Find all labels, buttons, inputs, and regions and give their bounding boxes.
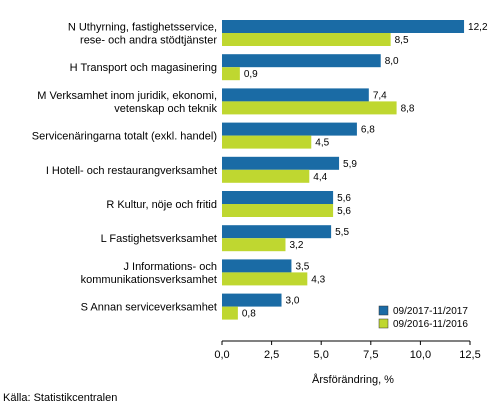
x-axis-title: Årsförändring, % — [312, 373, 394, 386]
x-tick-label: 7,5 — [363, 349, 378, 361]
legend-label: 09/2016-11/2016 — [393, 319, 468, 330]
bar-current — [222, 225, 332, 239]
category-labels: N Uthyrning, fastighetsservice, rese- och… — [32, 22, 218, 314]
bar-previous — [222, 101, 397, 115]
data-label: 5,6 — [337, 193, 351, 204]
category-label: R Kultur, nöje och fritid — [106, 199, 217, 211]
bar-previous — [222, 204, 334, 217]
category-label: L Fastighetsverksamhet — [101, 233, 217, 245]
data-label: 4,3 — [311, 274, 325, 285]
bar-previous — [222, 33, 391, 46]
x-axis: 0,0 2,5 5,0 7,5 10,0 12,5 — [214, 340, 481, 361]
data-label: 7,4 — [373, 90, 387, 101]
x-tick-label: 0,0 — [214, 349, 229, 361]
x-tick-label: 2,5 — [264, 349, 279, 361]
category-label: Servicenäringarna totalt (exkl. handel) — [32, 131, 217, 143]
data-label: 3,5 — [295, 261, 309, 272]
data-label: 5,9 — [343, 159, 357, 170]
data-label: 4,5 — [315, 138, 329, 149]
data-label: 8,5 — [395, 35, 409, 46]
x-tick-label: 12,5 — [459, 349, 480, 361]
x-tick-label: 10,0 — [410, 349, 431, 361]
legend: 09/2017-11/2017 09/2016-11/2016 — [378, 305, 468, 330]
data-label: 5,6 — [337, 206, 351, 217]
bar-current — [222, 293, 282, 307]
bar-current — [222, 259, 292, 273]
bar-previous — [222, 272, 308, 286]
legend-swatch — [378, 318, 389, 329]
bar-current — [222, 191, 334, 204]
category-label: H Transport och magasinering — [70, 62, 217, 74]
data-label: 6,8 — [361, 125, 375, 136]
category-label: J Informations- och kommunikationsverksam… — [81, 261, 217, 286]
x-tick-label: 5,0 — [314, 349, 329, 361]
source-note: Källa: Statistikcentralen — [3, 392, 118, 404]
bar-previous — [222, 238, 286, 252]
data-label: 0,8 — [242, 309, 256, 320]
data-label: 3,2 — [289, 240, 303, 251]
category-label: N Uthyrning, fastighetsservice, rese- och… — [68, 22, 218, 47]
legend-swatch — [378, 305, 389, 316]
data-label: 3,0 — [286, 296, 300, 307]
bar-previous — [222, 306, 238, 320]
category-label: M Verksamhet inom juridik, ekonomi, veten… — [37, 90, 217, 115]
data-label: 5,5 — [335, 227, 349, 238]
data-label: 8,8 — [401, 103, 415, 114]
bar-current — [222, 122, 357, 136]
bar-previous — [222, 67, 240, 81]
bar-current — [222, 54, 381, 68]
data-label: 0,9 — [244, 69, 258, 80]
data-label: 4,4 — [313, 172, 327, 183]
bar-previous — [222, 135, 312, 149]
bar-current — [222, 88, 369, 102]
category-label: I Hotell- och restaurangverksamhet — [46, 165, 217, 177]
data-label: 8,0 — [385, 56, 399, 67]
bar-current — [222, 156, 340, 170]
data-label: 12,2 — [468, 22, 488, 33]
legend-label: 09/2017-11/2017 — [393, 306, 468, 317]
category-label: S Annan serviceverksamhet — [81, 302, 217, 314]
bars-group: 12,2 8,5 8,0 0,9 7,4 8,8 6,8 4,5 5,9 4,4 5,6 5,6 5,5… — [222, 20, 488, 320]
bar-current — [222, 20, 465, 33]
bar-previous — [222, 169, 310, 183]
